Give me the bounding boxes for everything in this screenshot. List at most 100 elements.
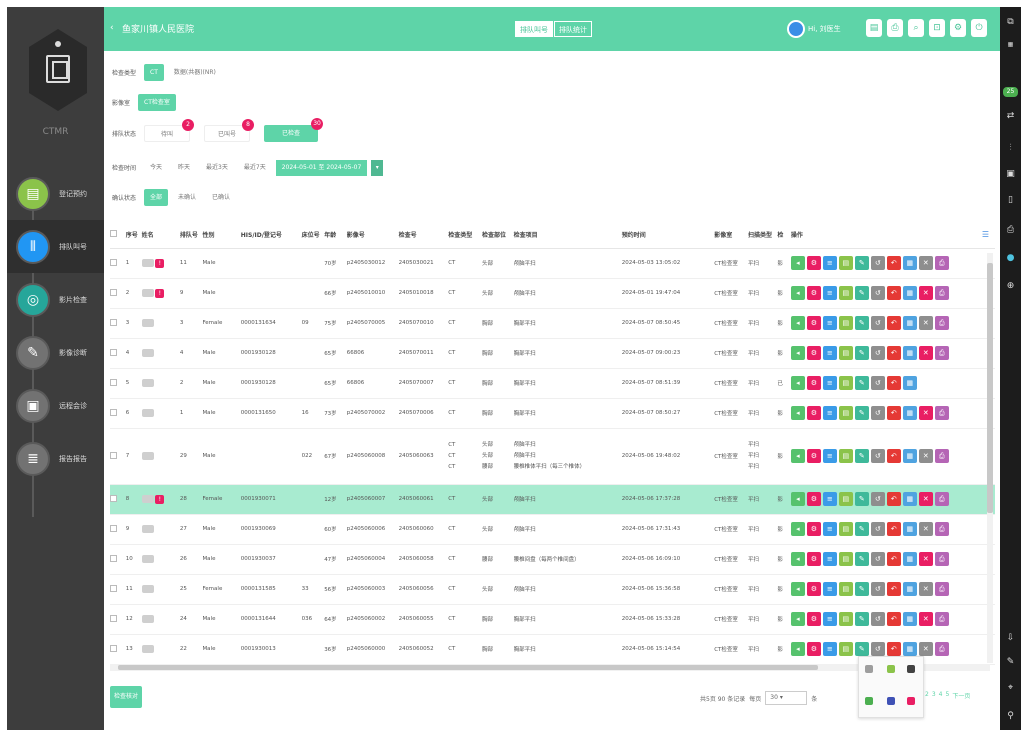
tab-queue-call[interactable]: 排队叫号 <box>515 21 553 37</box>
row-checkbox[interactable] <box>110 494 117 502</box>
sidebar-item[interactable]: ◎ 影片检查 <box>7 273 104 326</box>
row-action-button[interactable]: ⎙ <box>934 612 949 626</box>
row-checkbox[interactable] <box>110 258 117 266</box>
chevron-left-icon[interactable]: ‹ <box>110 23 114 33</box>
chip-last3[interactable]: 最近3天 <box>200 159 234 176</box>
row-action-button[interactable]: ⎙ <box>934 522 949 536</box>
row-action-button[interactable]: ▦ <box>902 376 917 390</box>
row-action-button[interactable]: ↺ <box>870 376 885 390</box>
row-action-button[interactable]: ⚙ <box>806 346 821 360</box>
row-action-button[interactable]: ✕ <box>918 522 933 536</box>
col-header[interactable]: 检 <box>777 221 791 249</box>
row-action-button[interactable]: ↶ <box>886 522 901 536</box>
row-action-button[interactable]: ⎙ <box>934 492 949 506</box>
row-action-button[interactable]: ≡ <box>822 492 837 506</box>
row-action-button[interactable]: ⎙ <box>934 642 949 656</box>
col-header[interactable]: HIS/ID/登记号 <box>240 221 302 249</box>
table-row[interactable]: 5 2 Male 0001930128 65岁 66806 2405070007 CT 胸部 胸部… <box>110 368 995 399</box>
table-row[interactable]: 6 1 Male 0000131650 16 73岁 p2405070002 24050700… <box>110 398 995 429</box>
sidebar-item[interactable]: ▤ 登记预约 <box>7 167 104 220</box>
row-action-button[interactable]: ✎ <box>854 256 869 270</box>
row-action-button[interactable]: ⚙ <box>806 256 821 270</box>
chip-last7[interactable]: 最近7天 <box>237 159 272 176</box>
notification-badge[interactable]: 25 <box>1003 87 1018 97</box>
row-action-button[interactable]: ≡ <box>822 449 837 463</box>
row-action-button[interactable]: ▦ <box>902 492 917 506</box>
row-action-button[interactable]: ⎙ <box>934 346 949 360</box>
row-action-button[interactable]: ▤ <box>838 286 853 300</box>
share-icon[interactable]: ⇄ <box>1006 111 1015 121</box>
row-action-button[interactable]: ▦ <box>902 346 917 360</box>
row-action-button[interactable]: ⚙ <box>806 492 821 506</box>
row-action-button[interactable]: ≡ <box>822 376 837 390</box>
row-action-button[interactable]: ⚙ <box>806 582 821 596</box>
row-checkbox[interactable] <box>110 408 117 416</box>
row-action-button[interactable]: ⎙ <box>934 406 949 420</box>
power-icon[interactable]: ⏻ <box>971 19 987 37</box>
row-action-button[interactable]: ≡ <box>822 406 837 420</box>
row-action-button[interactable]: ⚙ <box>806 522 821 536</box>
per-page-select[interactable]: 30 ▾ <box>765 691 808 705</box>
sidebar-item[interactable]: ▣ 远程会诊 <box>7 379 104 432</box>
print-icon[interactable] <box>887 697 895 705</box>
row-action-button[interactable]: ✎ <box>854 642 869 656</box>
col-header[interactable]: 年龄 <box>324 221 347 249</box>
document-icon[interactable]: ▤ <box>866 19 882 37</box>
row-action-button[interactable]: ▦ <box>902 582 917 596</box>
row-action-button[interactable]: ✎ <box>854 449 869 463</box>
row-action-button[interactable]: ⎙ <box>934 286 949 300</box>
row-action-button[interactable]: ◂ <box>790 582 805 596</box>
pin-icon[interactable]: ⚲ <box>1007 711 1014 721</box>
row-checkbox[interactable] <box>110 644 117 652</box>
row-action-button[interactable]: ≡ <box>822 642 837 656</box>
avatar[interactable] <box>787 20 805 38</box>
row-action-button[interactable]: ✕ <box>918 286 933 300</box>
row-action-button[interactable]: ✎ <box>854 522 869 536</box>
row-action-button[interactable]: ≡ <box>822 286 837 300</box>
row-action-button[interactable]: ✕ <box>918 552 933 566</box>
row-action-button[interactable]: ✕ <box>918 492 933 506</box>
row-action-button[interactable]: ▤ <box>838 346 853 360</box>
select-all-checkbox[interactable] <box>110 229 117 237</box>
chip-all[interactable]: 全部 <box>144 189 169 206</box>
row-action-button[interactable]: ◂ <box>790 492 805 506</box>
col-header[interactable]: 检查号 <box>398 221 449 249</box>
save-icon[interactable] <box>865 697 873 705</box>
row-action-button[interactable]: ≡ <box>822 552 837 566</box>
table-row[interactable]: 4 4 Male 0001930128 65岁 66806 2405070011 CT 胸部 胸部… <box>110 338 995 369</box>
row-action-button[interactable]: ⚙ <box>806 286 821 300</box>
chip-yesterday[interactable]: 昨天 <box>172 159 197 176</box>
chip-waiting[interactable]: 待叫 2 <box>144 119 195 142</box>
table-row[interactable]: 7 29 Male 022 67岁 p2405060008 2405060063 CT CT CT… <box>110 428 995 485</box>
col-header[interactable]: 扫描类型 <box>748 221 778 249</box>
edit-icon[interactable]: ✎ <box>1006 657 1015 667</box>
settings-icon[interactable]: ⚙ <box>950 19 966 37</box>
row-action-button[interactable]: ◂ <box>790 406 805 420</box>
check-icon[interactable] <box>887 665 895 673</box>
chip-ct-room[interactable]: CT检查室 <box>138 94 176 111</box>
row-action-button[interactable]: ↶ <box>886 642 901 656</box>
row-action-button[interactable]: ↶ <box>886 449 901 463</box>
row-action-button[interactable]: ⚙ <box>806 612 821 626</box>
row-action-button[interactable]: ≡ <box>822 582 837 596</box>
row-action-button[interactable]: ▦ <box>902 522 917 536</box>
vertical-scrollbar[interactable] <box>987 253 993 663</box>
flag-icon[interactable]: ! <box>155 258 165 268</box>
list-settings-icon[interactable]: ☰ <box>981 230 989 239</box>
page-link[interactable]: 4 <box>938 691 943 698</box>
globe-icon[interactable]: ● <box>1006 253 1015 263</box>
row-action-button[interactable]: ↶ <box>886 286 901 300</box>
row-action-button[interactable]: ≡ <box>822 256 837 270</box>
row-action-button[interactable]: ▤ <box>838 552 853 566</box>
row-action-button[interactable]: ◂ <box>790 256 805 270</box>
page-link[interactable]: 3 <box>931 691 936 698</box>
table-row[interactable]: 8 ! 28 Female 0001930071 12岁 p2405060007 24050… <box>110 484 995 515</box>
row-action-button[interactable]: ✎ <box>854 406 869 420</box>
col-header[interactable]: 检查部位 <box>482 221 514 249</box>
row-action-button[interactable]: ↺ <box>870 582 885 596</box>
row-action-button[interactable]: ▦ <box>902 612 917 626</box>
row-action-button[interactable]: ▤ <box>838 406 853 420</box>
col-header[interactable]: 检查类型 <box>448 221 482 249</box>
copy-icon[interactable]: ⧉ <box>1007 17 1014 27</box>
row-action-button[interactable]: ≡ <box>822 316 837 330</box>
